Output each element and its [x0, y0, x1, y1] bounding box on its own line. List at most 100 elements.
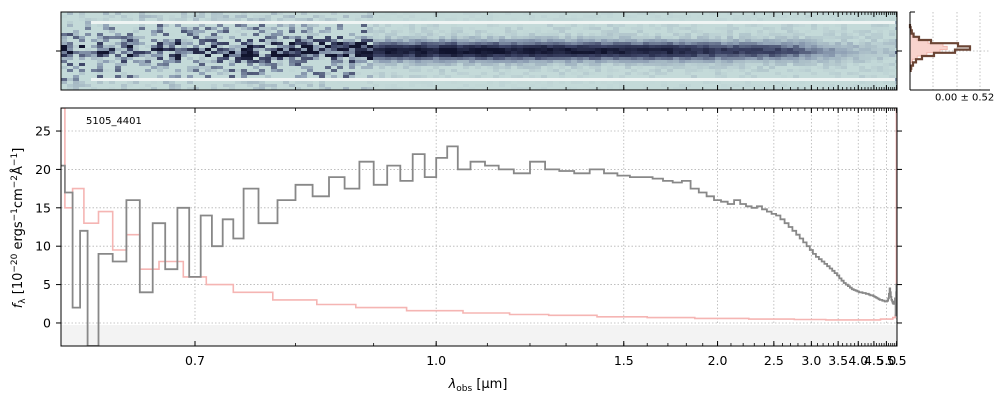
heatmap-cell [97, 39, 104, 43]
heatmap-cell [655, 30, 662, 34]
heatmap-cell [541, 57, 548, 61]
heatmap-cell [565, 75, 572, 79]
heatmap-cell [379, 63, 386, 67]
heatmap-cell [811, 39, 818, 43]
heatmap-cell [757, 36, 764, 40]
heatmap-cell [445, 78, 452, 82]
heatmap-cell [781, 87, 788, 90]
heatmap-cell [847, 63, 854, 67]
heatmap-cell [859, 48, 866, 52]
heatmap-cell [67, 33, 74, 37]
heatmap-cell [103, 18, 110, 22]
heatmap-cell [223, 27, 230, 31]
heatmap-cell [817, 81, 824, 85]
heatmap-cell [883, 54, 890, 58]
heatmap-cell [751, 27, 758, 31]
heatmap-cell [337, 18, 344, 22]
heatmap-cell [595, 42, 602, 46]
heatmap-cell [823, 51, 830, 55]
x-tick-label: 1.5 [614, 353, 634, 368]
heatmap-cell [727, 33, 734, 37]
heatmap-cell [883, 75, 890, 79]
heatmap-cell [547, 60, 554, 64]
heatmap-cell [841, 45, 848, 49]
heatmap-cell [853, 87, 860, 90]
heatmap-cell [769, 12, 776, 16]
heatmap-cell [805, 81, 812, 85]
heatmap-cell [625, 63, 632, 67]
heatmap-cell [229, 75, 236, 79]
heatmap-cell [223, 48, 230, 52]
heatmap-cell [349, 36, 356, 40]
heatmap-cell [259, 39, 266, 43]
heatmap-cell [265, 36, 272, 40]
heatmap-cell [511, 24, 518, 28]
heatmap-cell [163, 78, 170, 82]
heatmap-cell [619, 51, 626, 55]
heatmap-cell [841, 42, 848, 46]
heatmap-cell [343, 21, 350, 25]
heatmap-cell [313, 78, 320, 82]
heatmap-cell [613, 57, 620, 61]
heatmap-cell [421, 42, 428, 46]
heatmap-cell [637, 48, 644, 52]
heatmap-cell [493, 18, 500, 22]
heatmap-cell [583, 51, 590, 55]
heatmap-cell [673, 45, 680, 49]
heatmap-cell [91, 18, 98, 22]
heatmap-cell [337, 81, 344, 85]
heatmap-cell [523, 30, 530, 34]
heatmap-cell [427, 81, 434, 85]
heatmap-cell [751, 81, 758, 85]
heatmap-cell [631, 15, 638, 19]
heatmap-cell [781, 51, 788, 55]
heatmap-cell [547, 78, 554, 82]
heatmap-cell [451, 18, 458, 22]
heatmap-cell [397, 72, 404, 76]
heatmap-cell [541, 66, 548, 70]
heatmap-cell [853, 84, 860, 88]
heatmap-cell [355, 48, 362, 52]
heatmap-cell [235, 12, 242, 16]
heatmap-cell [757, 18, 764, 22]
heatmap-cell [403, 66, 410, 70]
heatmap-cell [607, 84, 614, 88]
heatmap-cell [367, 51, 374, 55]
heatmap-cell [175, 15, 182, 19]
heatmap-cell [253, 75, 260, 79]
heatmap-cell [499, 15, 506, 19]
heatmap-cell [739, 66, 746, 70]
heatmap-cell [169, 57, 176, 61]
heatmap-cell [283, 21, 290, 25]
heatmap-cell [373, 21, 380, 25]
heatmap-cell [847, 84, 854, 88]
heatmap-cell [61, 87, 68, 90]
heatmap-cell [121, 21, 128, 25]
heatmap-cell [493, 24, 500, 28]
heatmap-cell [823, 27, 830, 31]
heatmap-cell [781, 48, 788, 52]
heatmap-cell [175, 18, 182, 22]
heatmap-cell [307, 30, 314, 34]
heatmap-cell [817, 36, 824, 40]
heatmap-cell [553, 12, 560, 16]
heatmap-cell [409, 63, 416, 67]
heatmap-cell [691, 87, 698, 90]
heatmap-cell [325, 27, 332, 31]
heatmap-cell [745, 57, 752, 61]
heatmap-cell [883, 39, 890, 43]
heatmap-cell [403, 84, 410, 88]
heatmap-cell [505, 75, 512, 79]
heatmap-cell [541, 75, 548, 79]
heatmap-cell [889, 27, 896, 31]
heatmap-cell [631, 75, 638, 79]
heatmap-cell [91, 30, 98, 34]
heatmap-cell [853, 45, 860, 49]
heatmap-cell [481, 21, 488, 25]
heatmap-cell [523, 18, 530, 22]
heatmap-cell [433, 45, 440, 49]
heatmap-cell [763, 33, 770, 37]
heatmap-cell [565, 78, 572, 82]
heatmap-cell [709, 21, 716, 25]
heatmap-cell [409, 75, 416, 79]
